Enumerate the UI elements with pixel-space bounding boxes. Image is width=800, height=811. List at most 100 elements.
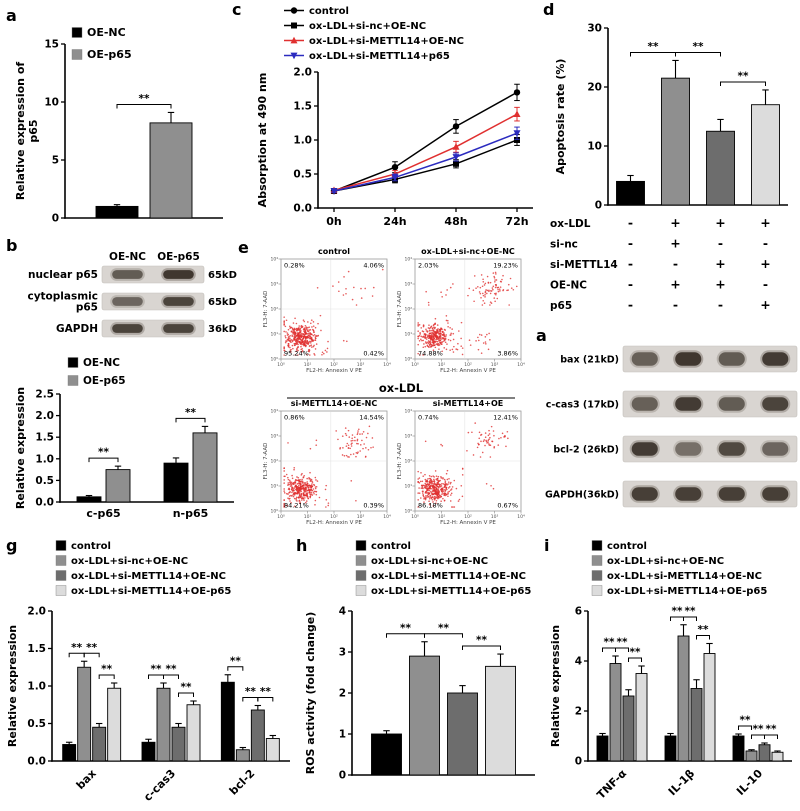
svg-text:FL3-H: 7-AAD: FL3-H: 7-AAD xyxy=(263,443,269,480)
svg-text:0.86%: 0.86% xyxy=(284,414,305,422)
svg-text:ox-LDL+si-nc+OE-NC: ox-LDL+si-nc+OE-NC xyxy=(71,556,188,567)
svg-text:14.54%: 14.54% xyxy=(359,414,384,422)
svg-text:0: 0 xyxy=(595,200,602,212)
svg-text:+: + xyxy=(715,277,725,292)
panel-label-i: i xyxy=(544,536,550,555)
svg-text:0: 0 xyxy=(52,213,59,225)
svg-text:control: control xyxy=(71,541,111,552)
svg-text:1.5: 1.5 xyxy=(35,432,54,444)
svg-text:**: ** xyxy=(693,41,704,53)
svg-text:ox-LDL+si-nc+OE-NC: ox-LDL+si-nc+OE-NC xyxy=(607,556,724,567)
svg-text:**: ** xyxy=(139,93,150,105)
svg-text:10¹: 10¹ xyxy=(304,362,312,368)
svg-text:-: - xyxy=(763,277,768,292)
svg-text:+: + xyxy=(670,277,680,292)
svg-text:10⁴: 10⁴ xyxy=(404,409,412,415)
svg-text:65kD: 65kD xyxy=(208,297,237,308)
panel-e-flow-cytometry: ox-LDLcontrol10⁰10⁰10¹10¹10²10²10³10³10⁴… xyxy=(263,247,525,526)
svg-text:4.06%: 4.06% xyxy=(363,262,384,270)
svg-text:0.5: 0.5 xyxy=(293,169,312,181)
svg-text:**: ** xyxy=(245,686,256,698)
svg-text:ox-LDL+si-METTL14+OE-NC: ox-LDL+si-METTL14+OE-NC xyxy=(309,36,464,47)
svg-text:6: 6 xyxy=(575,606,582,618)
svg-text:bcl-2: bcl-2 xyxy=(227,767,258,798)
svg-text:10⁴: 10⁴ xyxy=(270,409,278,415)
svg-text:2.5: 2.5 xyxy=(35,389,54,401)
svg-text:24h: 24h xyxy=(383,215,406,228)
svg-text:3: 3 xyxy=(339,647,346,659)
svg-text:bax: bax xyxy=(74,767,99,792)
panel-a-bar-chart: OE-NC OE-p65 0 5 10 15 Relative expression of p… xyxy=(14,26,223,225)
svg-text:**: ** xyxy=(672,606,683,618)
svg-text:10¹: 10¹ xyxy=(438,514,446,520)
panel-d-bar-chart: 0 10 20 30 Apoptosis rate (%) ** ** ** ox-LDL - + +… xyxy=(550,23,788,312)
svg-text:**: ** xyxy=(476,635,487,647)
svg-text:**: ** xyxy=(738,70,749,82)
svg-text:1.0: 1.0 xyxy=(293,135,312,147)
svg-text:n-p65: n-p65 xyxy=(173,507,209,520)
svg-text:Apoptosis rate (%): Apoptosis rate (%) xyxy=(554,59,567,175)
svg-text:0.0: 0.0 xyxy=(27,756,46,768)
svg-text:10⁰: 10⁰ xyxy=(404,357,412,363)
svg-text:bax (21kD): bax (21kD) xyxy=(560,355,619,366)
svg-text:5: 5 xyxy=(52,155,59,167)
svg-text:Relative expression: Relative expression xyxy=(549,625,562,747)
svg-text:control: control xyxy=(607,541,647,552)
svg-text:**: ** xyxy=(740,715,751,727)
svg-text:10²: 10² xyxy=(404,459,412,465)
svg-text:0.0: 0.0 xyxy=(293,203,312,215)
svg-text:1.0: 1.0 xyxy=(35,453,54,465)
svg-text:OE-NC: OE-NC xyxy=(550,280,587,292)
svg-text:**: ** xyxy=(630,647,641,659)
svg-text:FL2-H: Annexin V PE: FL2-H: Annexin V PE xyxy=(306,368,362,374)
svg-text:ROS activity (fold change): ROS activity (fold change) xyxy=(304,612,317,775)
svg-text:**: ** xyxy=(181,682,192,694)
svg-text:c-p65: c-p65 xyxy=(86,507,120,520)
svg-text:+: + xyxy=(760,297,770,312)
svg-text:10⁴: 10⁴ xyxy=(517,514,525,520)
svg-text:**: ** xyxy=(685,606,696,618)
svg-text:GAPDH(36kD): GAPDH(36kD) xyxy=(545,490,619,501)
svg-text:65kD: 65kD xyxy=(208,270,237,281)
svg-text:15: 15 xyxy=(44,39,59,51)
svg-text:10²: 10² xyxy=(270,459,278,465)
svg-text:ox-LDL+si-nc+OE-NC: ox-LDL+si-nc+OE-NC xyxy=(421,247,515,256)
svg-text:10²: 10² xyxy=(464,362,472,368)
svg-text:10⁴: 10⁴ xyxy=(517,362,525,368)
svg-text:OE-NC: OE-NC xyxy=(83,357,120,369)
svg-text:2: 2 xyxy=(339,688,346,700)
svg-text:OE-NC: OE-NC xyxy=(87,26,126,39)
svg-text:ox-LDL+si-METTL14+OE-p65: ox-LDL+si-METTL14+OE-p65 xyxy=(71,586,231,597)
svg-text:Relative expression: Relative expression xyxy=(14,387,27,509)
svg-text:ox-LDL+si-nc+OE-NC: ox-LDL+si-nc+OE-NC xyxy=(309,21,426,32)
svg-text:**: ** xyxy=(185,407,196,419)
svg-text:10³: 10³ xyxy=(404,434,412,440)
svg-text:Absorption at 490 nm: Absorption at 490 nm xyxy=(256,73,269,208)
svg-text:10¹: 10¹ xyxy=(438,362,446,368)
svg-text:ox-LDL: ox-LDL xyxy=(379,381,424,395)
panel-label-d: d xyxy=(543,0,555,19)
svg-text:10³: 10³ xyxy=(491,362,499,368)
svg-text:10²: 10² xyxy=(330,514,338,520)
svg-text:FL2-H: Annexin V PE: FL2-H: Annexin V PE xyxy=(440,520,496,526)
svg-text:10⁰: 10⁰ xyxy=(404,509,412,515)
svg-text:20: 20 xyxy=(587,82,602,94)
svg-text:bcl-2 (26kD): bcl-2 (26kD) xyxy=(553,445,619,456)
svg-text:p65: p65 xyxy=(76,302,98,314)
svg-text:ox-LDL: ox-LDL xyxy=(550,218,591,230)
svg-text:p65: p65 xyxy=(27,119,40,142)
svg-text:-: - xyxy=(628,297,633,312)
svg-text:OE-p65: OE-p65 xyxy=(157,251,200,263)
svg-text:-: - xyxy=(628,256,633,271)
svg-text:ox-LDL+si-METTL14+OE-NC: ox-LDL+si-METTL14+OE-NC xyxy=(607,571,762,582)
panel-c-line-chart: control ox-LDL+si-nc+OE-NC ox-LDL+si-METTL… xyxy=(256,6,533,228)
svg-text:10¹: 10¹ xyxy=(270,484,278,490)
svg-text:+: + xyxy=(670,215,680,230)
svg-text:**: ** xyxy=(166,664,177,676)
svg-text:10²: 10² xyxy=(464,514,472,520)
svg-text:36kD: 36kD xyxy=(208,324,237,335)
svg-text:10: 10 xyxy=(44,97,59,109)
svg-text:10³: 10³ xyxy=(357,514,365,520)
panel-b-bar-chart: OE-NC OE-p65 0.0 0.5 1.0 1.5 2.0 2.5 Relative ex… xyxy=(14,357,234,520)
svg-text:Relative expression: Relative expression xyxy=(6,625,19,747)
